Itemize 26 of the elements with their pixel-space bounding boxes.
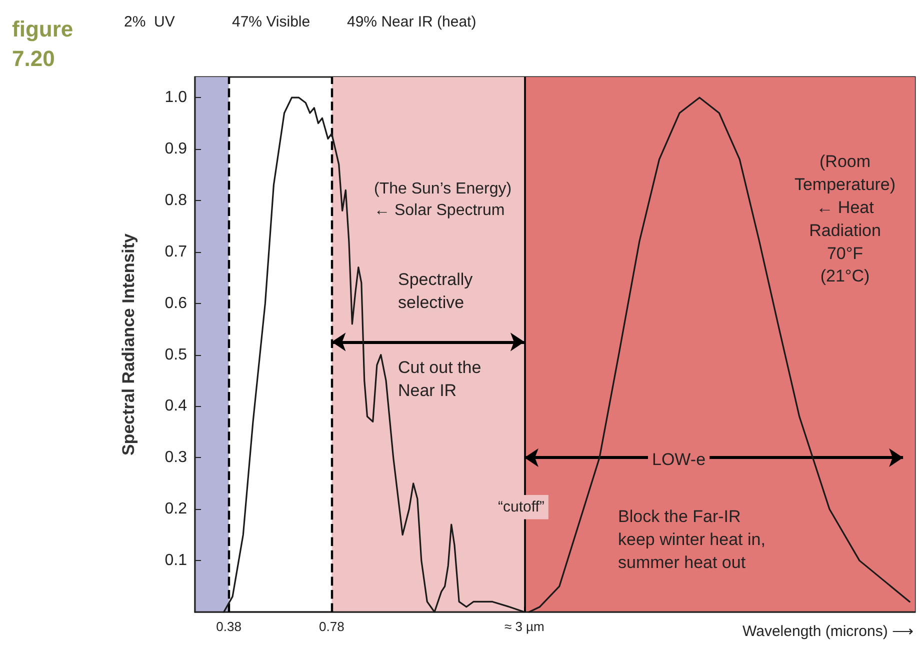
y-tick-label: 0.6 bbox=[164, 294, 188, 312]
annotation: (Room Temperature) ← Heat Radiation 70°F (21°C) bbox=[794, 152, 896, 286]
x-tick-label: 0.38 bbox=[216, 619, 242, 634]
caption: figure 7.20 bbox=[12, 16, 74, 72]
x-axis-title: Wavelength (microns) ⟶ bbox=[742, 623, 914, 640]
y-tick-label: 0.4 bbox=[164, 398, 188, 415]
y-tick-label: 0.7 bbox=[164, 243, 188, 260]
y-tick-label: 0.2 bbox=[164, 500, 188, 518]
y-axis-title: Spectral Radiance Intensity bbox=[119, 232, 138, 456]
y-tick-label: 0.9 bbox=[164, 140, 188, 158]
y-tick-label: 0.3 bbox=[164, 449, 188, 466]
annotation: Cut out the Near IR bbox=[398, 358, 482, 400]
x-tick-label: ≈ 3 µm bbox=[504, 619, 544, 634]
annotation: Block the Far-IR keep winter heat in, summer heat out bbox=[618, 506, 766, 572]
y-tick-label: 0.1 bbox=[164, 552, 188, 570]
x-tick-label: 0.78 bbox=[319, 619, 344, 634]
annotation: LOW-e bbox=[652, 450, 706, 469]
y-tick-label: 1.0 bbox=[164, 89, 188, 106]
text: 49% Near IR (heat) bbox=[347, 14, 476, 31]
text: 47% Visible bbox=[232, 14, 310, 31]
annotation: (The Sun’s Energy) ← Solar Spectrum bbox=[374, 180, 512, 219]
text: 2% UV bbox=[124, 14, 175, 31]
annotation: Spectrally selective bbox=[398, 270, 474, 312]
y-tick-label: 0.8 bbox=[164, 192, 188, 209]
y-tick-label: 0.5 bbox=[164, 346, 188, 364]
annotation: “cutoff” bbox=[498, 498, 544, 516]
